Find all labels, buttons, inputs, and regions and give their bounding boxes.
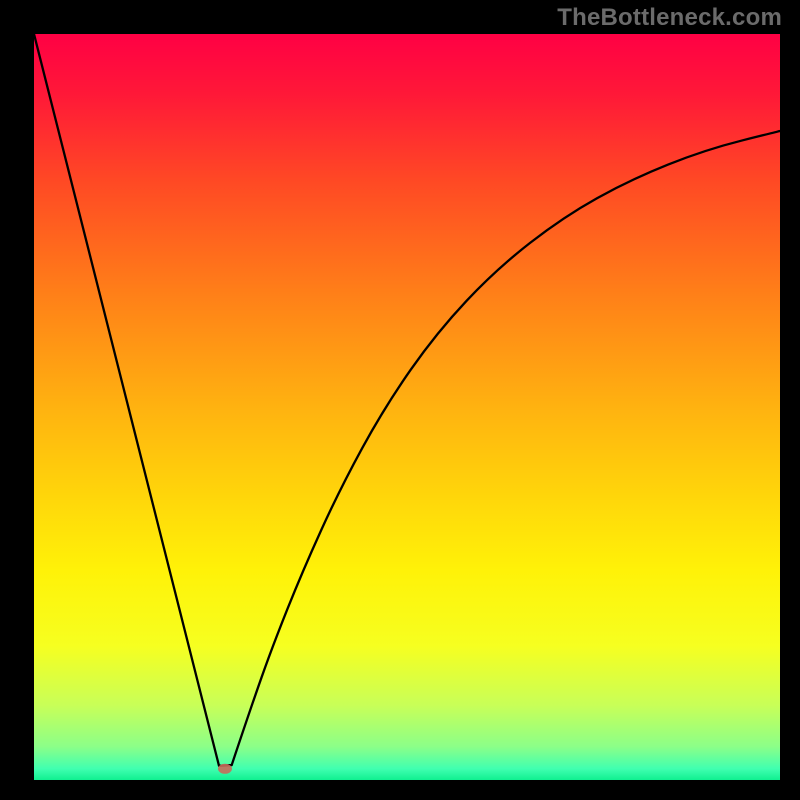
chart-container: TheBottleneck.com: [0, 0, 800, 800]
optimum-marker: [218, 764, 232, 774]
plot-svg: [34, 34, 780, 780]
plot-area: [34, 34, 780, 780]
watermark-label: TheBottleneck.com: [557, 4, 782, 32]
gradient-background: [34, 34, 780, 780]
